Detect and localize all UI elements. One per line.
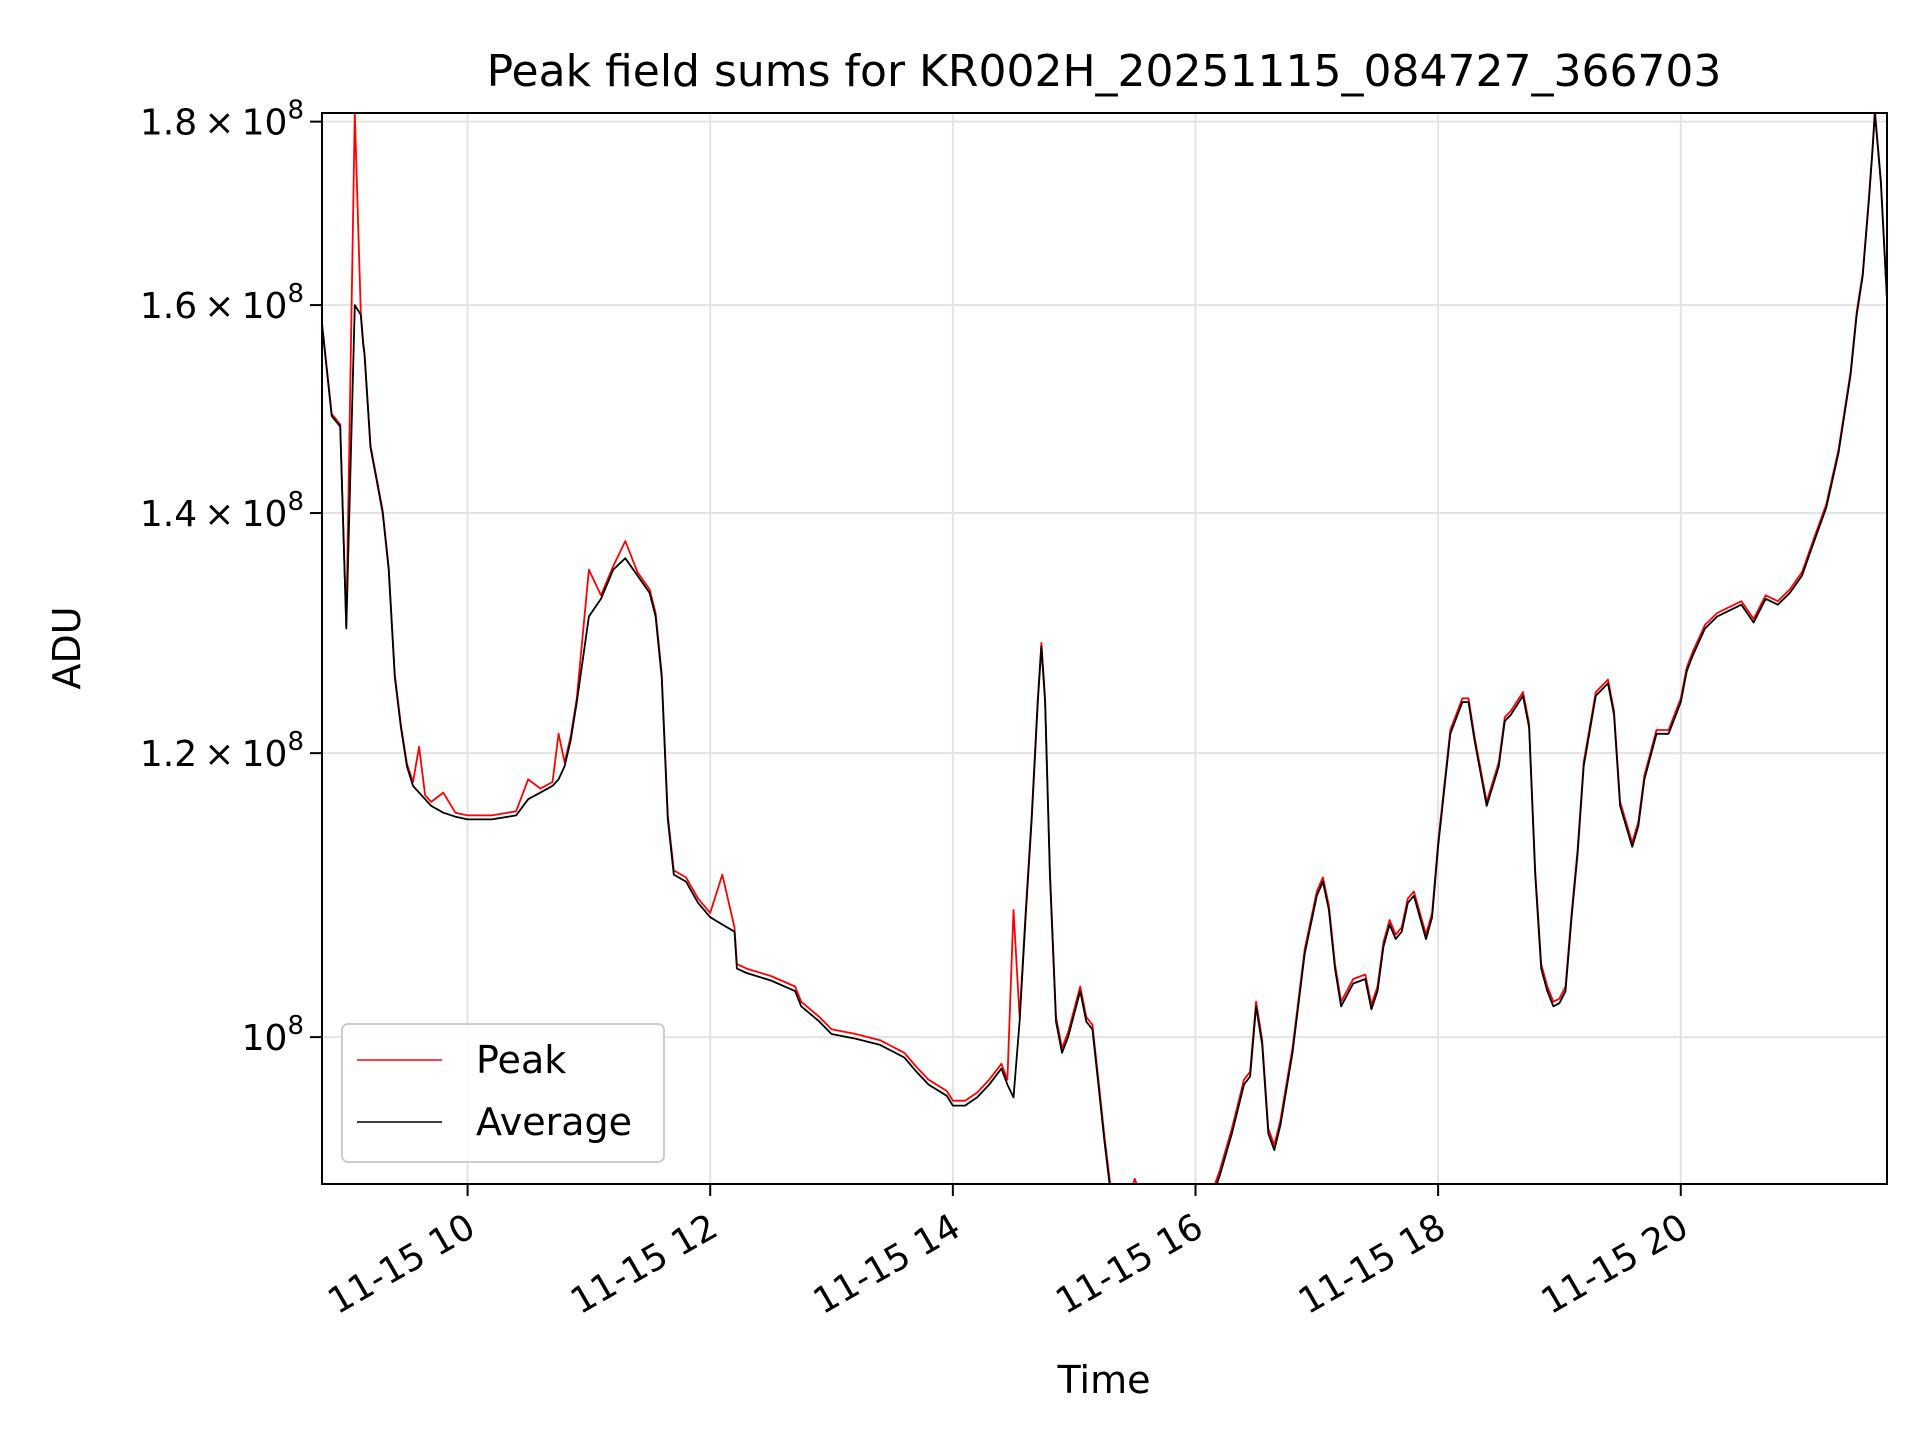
legend: Peak Average bbox=[341, 1023, 665, 1163]
y-axis-label: ADU bbox=[45, 606, 89, 689]
y-tick-label: 1.6 × 108 bbox=[140, 279, 304, 327]
legend-box bbox=[341, 1023, 665, 1163]
x-axis-label: Time bbox=[1057, 1358, 1151, 1402]
y-axis: 108 1.2 × 108 1.4 × 108 1.6 × 108 1.8 × 108 bbox=[140, 96, 322, 1059]
y-tick-label: 1.2 × 108 bbox=[140, 727, 304, 775]
y-tick-label: 108 bbox=[242, 1011, 304, 1059]
series-group bbox=[322, 113, 1887, 1184]
legend-peak-label: Peak bbox=[476, 1038, 566, 1082]
series-line-average bbox=[322, 113, 1887, 1184]
legend-average-label: Average bbox=[476, 1100, 632, 1144]
chart-title: Peak field sums for KR002H_20251115_0847… bbox=[487, 46, 1722, 97]
y-tick-label: 1.4 × 108 bbox=[140, 487, 304, 535]
y-tick-label: 1.8 × 108 bbox=[140, 96, 304, 144]
plot-frame bbox=[321, 112, 1888, 1185]
